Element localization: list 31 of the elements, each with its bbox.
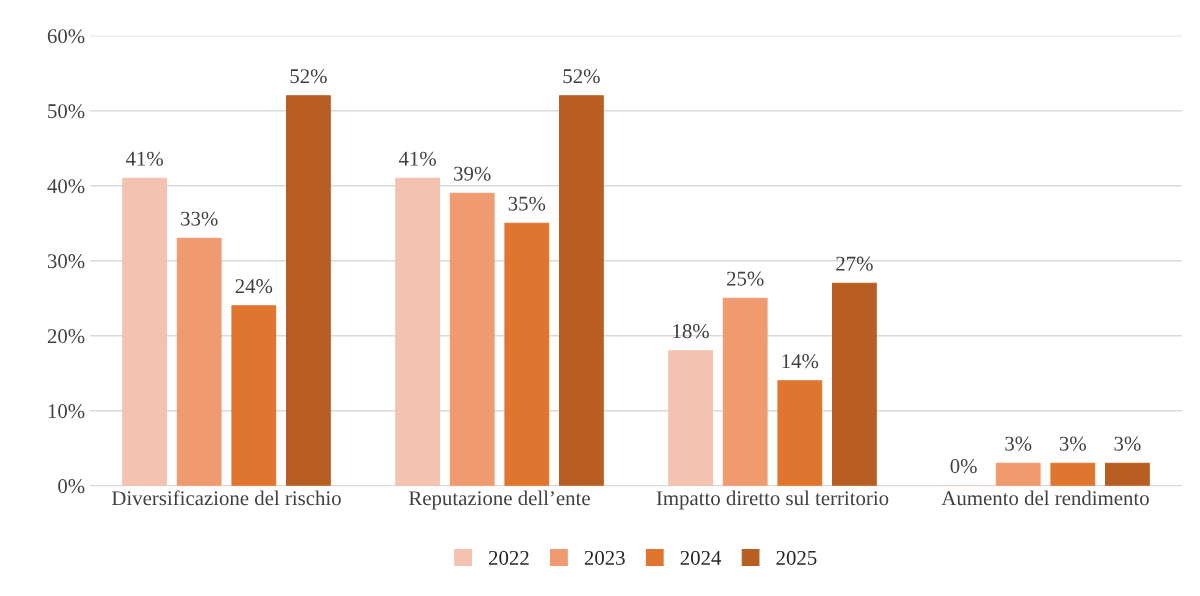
data-label: 0% (950, 459, 977, 474)
legend-label: 2022 (489, 550, 529, 565)
data-label: 27% (836, 256, 873, 271)
legend-label: 2024 (680, 550, 722, 565)
x-tick-label: Diversificazione del rischio (111, 490, 341, 506)
y-tick-label: 10% (48, 404, 85, 419)
legend-label: 2023 (584, 550, 625, 565)
data-label: 41% (398, 151, 436, 166)
data-label: 52% (290, 69, 327, 84)
data-label: 3% (1005, 436, 1032, 451)
data-label: 35% (508, 196, 546, 211)
data-label: 24% (235, 279, 273, 294)
data-label: 39% (454, 166, 491, 181)
y-tick-label: 20% (47, 329, 85, 344)
y-tick-label: 50% (48, 104, 85, 119)
data-label: 3% (1114, 436, 1141, 451)
y-tick-label: 0% (58, 479, 85, 494)
data-label: 25% (727, 271, 764, 286)
data-label: 41% (125, 151, 163, 166)
data-label: 3% (1059, 436, 1086, 451)
data-label: 14% (782, 354, 819, 369)
y-tick-label: 40% (47, 179, 85, 194)
x-tick-label: Reputazione dell’ente (408, 490, 590, 510)
x-tick-label: Impatto diretto sul territorio (656, 490, 889, 510)
data-label: 52% (563, 69, 600, 84)
y-tick-label: 30% (47, 254, 85, 269)
data-label: 18% (673, 324, 709, 339)
y-tick-label: 60% (47, 29, 85, 44)
data-label: 33% (181, 211, 218, 226)
legend-label: 2025 (776, 550, 817, 565)
x-tick-label: Aumento del rendimento (941, 490, 1149, 506)
